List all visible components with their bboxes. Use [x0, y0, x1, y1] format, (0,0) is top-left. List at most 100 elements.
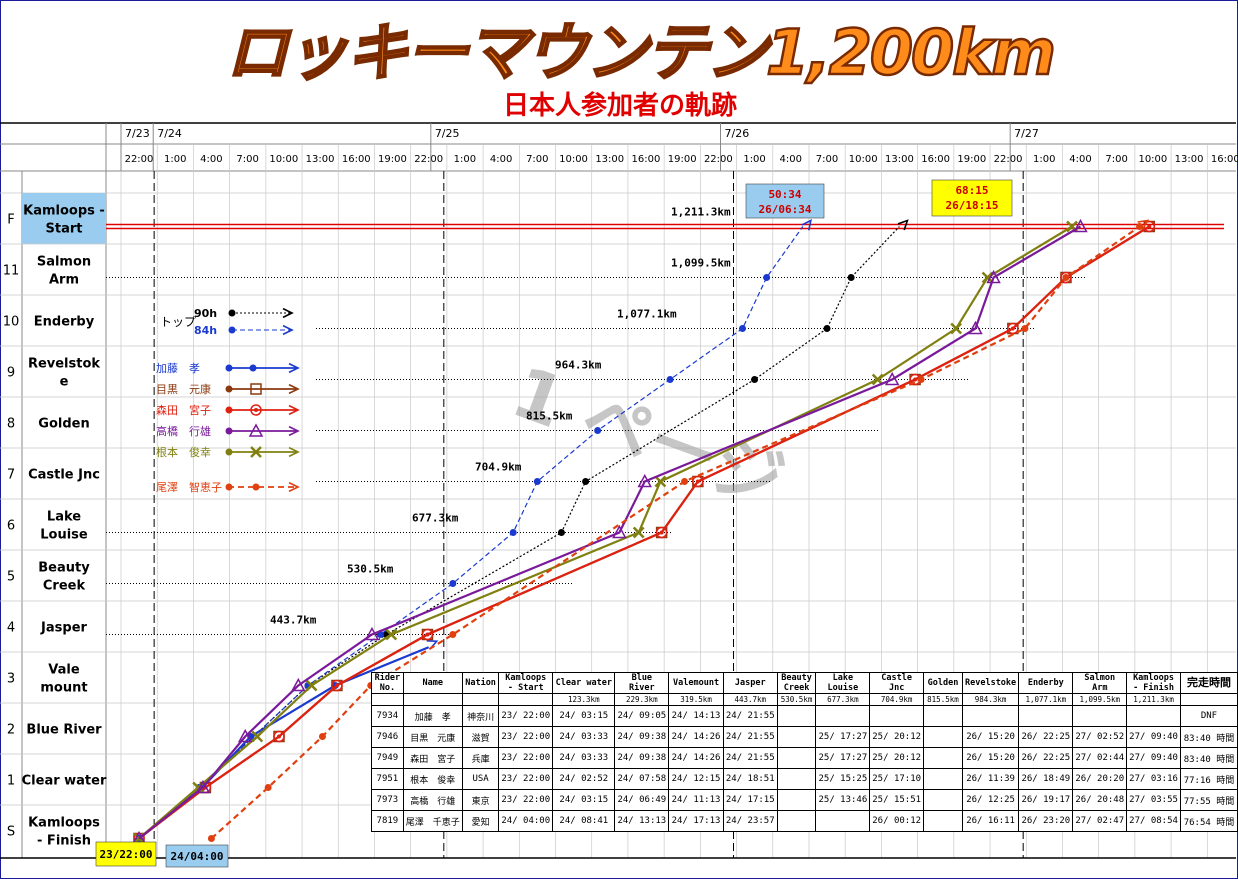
data-point [763, 274, 771, 281]
table-distance-cell: 815.5km [923, 693, 963, 706]
row-label: Louise [40, 528, 88, 543]
series-arrowhead [288, 404, 300, 416]
row-label: Arm [49, 273, 79, 288]
table-cell: 23/ 22:00 [498, 789, 554, 811]
row-number: 7 [7, 468, 15, 483]
table-header-text: Golden [927, 678, 959, 688]
table-header-text: River [629, 683, 655, 693]
table-cell: 83:40 時間 [1179, 747, 1238, 769]
time-tick-label: 19:00 [957, 154, 986, 165]
time-tick-label: 4:00 [780, 154, 802, 165]
table-header-cell: Castle Jnc [869, 672, 925, 694]
data-point [207, 835, 215, 842]
date-label: 7/27 [1014, 127, 1039, 140]
data-point [847, 274, 855, 281]
series-arrowhead [801, 219, 812, 231]
legend-item-label: 84h [194, 324, 217, 337]
table-header-text: No. [379, 683, 396, 693]
data-point-core [913, 377, 918, 382]
data-point [533, 478, 541, 485]
table-cell: 7946 [371, 726, 404, 748]
time-tick-label: 22:00 [704, 154, 733, 165]
table-cell: DNF [1179, 705, 1238, 727]
data-point [252, 483, 260, 491]
date-label: 7/23 [125, 127, 150, 140]
table-cell: 7819 [371, 810, 404, 832]
table-header-cell: Salmon Arm [1072, 672, 1128, 694]
time-tick-label: 16:00 [632, 154, 661, 165]
table-cell: 25/ 17:10 [869, 768, 925, 790]
row-label: Castle Jnc [28, 468, 100, 483]
table-cell [923, 726, 963, 748]
data-point [986, 269, 1001, 284]
table-cell: 24/ 09:05 [614, 705, 670, 727]
table-cell: 27/ 03:16 [1126, 768, 1181, 790]
table-cell [815, 810, 871, 832]
distance-label: 530.5km [347, 563, 394, 576]
callout-text: 50:34 [768, 188, 801, 201]
data-point-core [277, 734, 282, 739]
row-label: Golden [38, 417, 89, 432]
table-header-text: Name [422, 678, 444, 688]
row-label: Start [46, 222, 83, 237]
table-header-text: - Start [507, 683, 544, 693]
time-tick-label: 10:00 [1138, 154, 1167, 165]
table-cell: 26/ 20:20 [1072, 768, 1128, 790]
data-point-core [1147, 224, 1152, 229]
data-point [1060, 271, 1072, 284]
table-cell: 26/ 22:25 [1018, 726, 1074, 748]
table-distance-cell: 984.3km [961, 693, 1020, 706]
time-tick-label: 13:00 [1175, 154, 1204, 165]
table-cell: 26/ 15:20 [961, 726, 1020, 748]
table-header-text: Jasper [734, 678, 766, 688]
series-arrowhead [1137, 219, 1150, 230]
start-label-bg [22, 193, 106, 244]
data-point [249, 364, 257, 372]
table-cell [776, 810, 817, 832]
table-cell: 26/ 15:20 [961, 747, 1020, 769]
table-cell: 神奈川 [461, 705, 500, 727]
data-point [250, 404, 262, 416]
time-tick-label: 7:00 [236, 154, 258, 165]
table-cell: 24/ 11:13 [668, 789, 724, 811]
table-cell: 24/ 12:15 [668, 768, 724, 790]
row-number: 8 [7, 417, 15, 432]
series-arrowhead [897, 219, 909, 231]
table-cell: 24/ 13:13 [614, 810, 670, 832]
table-cell: 23/ 22:00 [498, 747, 554, 769]
table-row: 7949 森田 宮子 兵庫 23/ 22:00 24/ 03:33 24/ 09:38 24… [371, 747, 1238, 769]
series-arrowhead [288, 425, 300, 437]
table-distance-cell: 1,099.5km [1072, 693, 1128, 706]
table-cell [1072, 705, 1128, 727]
row-label: Blue River [26, 723, 102, 738]
table-cell: 7949 [371, 747, 404, 769]
table-header-text: Creek [783, 683, 810, 693]
legend-rider-label: 高橋 行雄 [156, 424, 211, 438]
chart-subtitle: 日本人参加者の軌跡 [503, 90, 737, 121]
table-header-text: Jnc [888, 683, 905, 693]
table-cell: 24/ 14:13 [668, 705, 724, 727]
time-tick-label: 16:00 [921, 154, 950, 165]
data-point [305, 679, 318, 692]
row-label: Beauty [38, 561, 90, 576]
data-point [291, 677, 306, 692]
table-cell: 24/ 21:55 [722, 705, 778, 727]
row-label: Lake [47, 510, 81, 525]
table-header-text: Kamloops [505, 673, 547, 683]
table-cell [776, 789, 817, 811]
data-point-core [254, 408, 258, 412]
table-cell: 24/ 21:55 [722, 747, 778, 769]
data-point [632, 526, 645, 539]
table-cell: 23/ 22:00 [498, 726, 554, 748]
callout-box [165, 844, 229, 868]
data-point [917, 376, 925, 383]
time-tick-label: 13:00 [885, 154, 914, 165]
table-header-text: Louise [827, 683, 859, 693]
row-label: Clear water [22, 774, 107, 789]
data-point [237, 728, 253, 743]
series-arrowhead [282, 307, 294, 319]
table-cell: 27/ 03:55 [1126, 789, 1181, 811]
table-cell: USA [461, 768, 500, 790]
series-arrowhead [288, 446, 300, 458]
row-number: F [7, 213, 14, 228]
